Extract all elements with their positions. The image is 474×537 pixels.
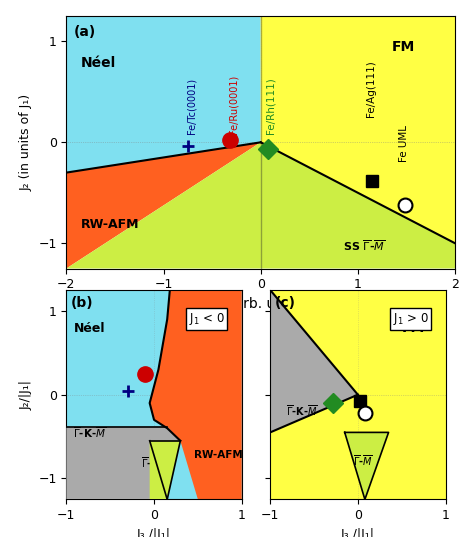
Polygon shape: [345, 432, 389, 499]
Text: $\overline{\Gamma}$-$\overline{M}$: $\overline{\Gamma}$-$\overline{M}$: [354, 453, 374, 468]
Text: FM: FM: [402, 321, 425, 335]
Polygon shape: [66, 142, 261, 268]
Text: SS $\overline{\Gamma}$-$\overline{M}$: SS $\overline{\Gamma}$-$\overline{M}$: [343, 238, 386, 253]
X-axis label: J₃ /|J₁|: J₃ /|J₁|: [341, 528, 375, 537]
Polygon shape: [270, 290, 358, 432]
Text: (a): (a): [74, 25, 96, 39]
Y-axis label: J₂/|J₁|: J₂/|J₁|: [20, 380, 33, 410]
Text: J$_1$ > 0: J$_1$ > 0: [392, 311, 428, 327]
Text: FM: FM: [392, 40, 415, 54]
Polygon shape: [150, 441, 180, 499]
Text: $\overline{\Gamma}$-K-$\overline{M}$: $\overline{\Gamma}$-K-$\overline{M}$: [286, 403, 318, 418]
Polygon shape: [66, 142, 455, 268]
X-axis label: J₃ /|J₁|: J₃ /|J₁|: [137, 528, 171, 537]
Polygon shape: [66, 426, 180, 499]
Polygon shape: [66, 16, 261, 172]
Text: Néel: Néel: [81, 56, 116, 70]
Text: $\overline{\Gamma}$-$\overline{M}$: $\overline{\Gamma}$-$\overline{M}$: [141, 455, 161, 470]
Text: $\overline{\Gamma}$-K-$\overline{M}$: $\overline{\Gamma}$-K-$\overline{M}$: [73, 426, 107, 440]
Text: J$_1$ < 0: J$_1$ < 0: [189, 311, 225, 327]
Text: Fe/Ag(111): Fe/Ag(111): [365, 60, 375, 117]
Text: Néel: Néel: [73, 322, 105, 335]
Y-axis label: J₂ (in units of J₁): J₂ (in units of J₁): [20, 94, 33, 191]
Text: (b): (b): [71, 296, 93, 310]
Polygon shape: [150, 290, 242, 499]
Text: RW-AFM: RW-AFM: [193, 449, 242, 460]
Polygon shape: [261, 16, 455, 243]
Text: Fe UML: Fe UML: [399, 126, 409, 163]
X-axis label: J₁ (arb. units): J₁ (arb. units): [215, 297, 306, 311]
Text: (c): (c): [274, 296, 296, 310]
Text: Fe/Rh(111): Fe/Rh(111): [265, 77, 275, 134]
Text: Fe/Tc(0001): Fe/Tc(0001): [187, 78, 197, 134]
Text: Fe/Ru(0001): Fe/Ru(0001): [228, 75, 238, 134]
Text: RW-AFM: RW-AFM: [81, 218, 139, 231]
